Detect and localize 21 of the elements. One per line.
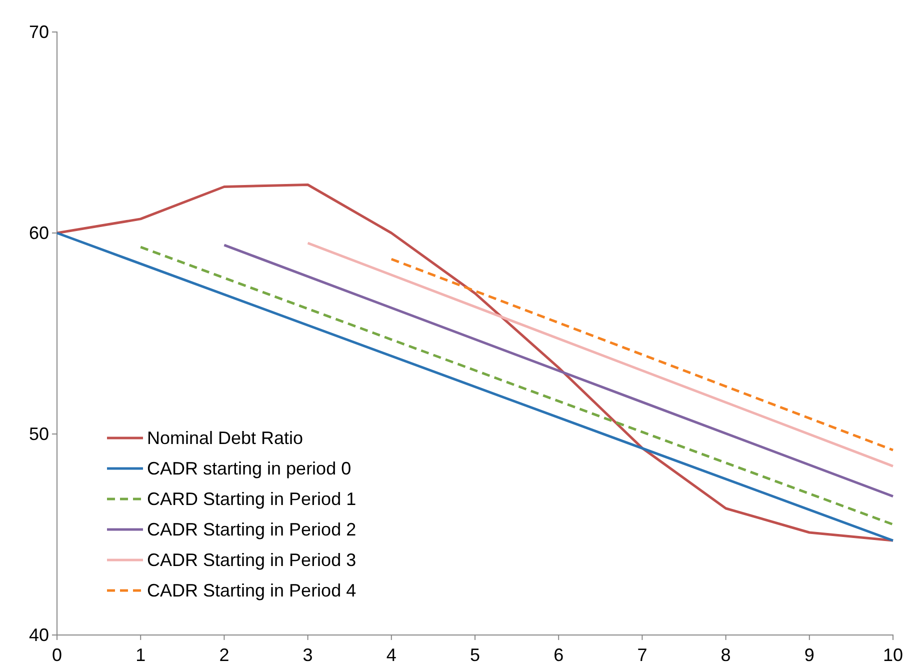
legend-label: CADR Starting in Period 4	[147, 580, 356, 600]
x-tick-label: 3	[302, 645, 313, 665]
x-tick-label: 7	[637, 645, 648, 665]
x-tick-label: 4	[386, 645, 396, 665]
x-tick-label: 9	[804, 645, 814, 665]
x-tick-label: 2	[219, 645, 230, 665]
legend-label: CADR Starting in Period 2	[147, 520, 356, 540]
y-tick-label: 50	[28, 424, 49, 444]
legend-label: CARD Starting in Period 1	[147, 489, 356, 509]
x-tick-label: 5	[470, 645, 480, 665]
y-tick-label: 40	[28, 624, 49, 645]
legend-label: CADR Starting in Period 3	[147, 550, 356, 570]
x-tick-label: 6	[554, 645, 564, 665]
x-tick-label: 1	[136, 645, 146, 665]
y-tick-label: 60	[28, 222, 49, 243]
x-tick-label: 8	[720, 645, 731, 665]
legend-label: CADR starting in period 0	[147, 458, 352, 478]
legend-label: Nominal Debt Ratio	[147, 428, 304, 448]
x-tick-label: 10	[882, 645, 904, 665]
y-tick-label: 70	[28, 22, 49, 42]
x-tick-label: 0	[52, 645, 62, 665]
